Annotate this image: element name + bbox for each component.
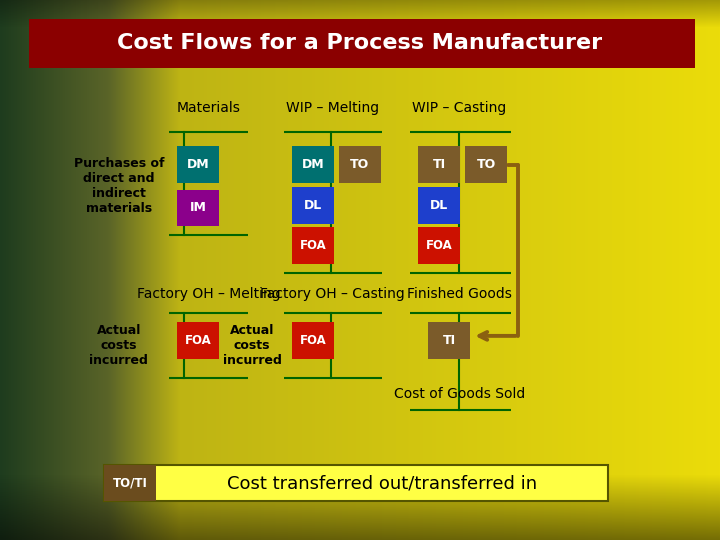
Text: TI: TI bbox=[443, 334, 456, 347]
Text: WIP – Melting: WIP – Melting bbox=[286, 101, 379, 115]
FancyBboxPatch shape bbox=[29, 19, 695, 68]
FancyBboxPatch shape bbox=[339, 146, 381, 183]
Text: DL: DL bbox=[430, 199, 449, 212]
FancyBboxPatch shape bbox=[177, 322, 219, 359]
Text: TI: TI bbox=[433, 158, 446, 171]
Text: WIP – Casting: WIP – Casting bbox=[413, 101, 506, 115]
FancyBboxPatch shape bbox=[177, 190, 219, 226]
Text: FOA: FOA bbox=[300, 334, 327, 347]
FancyBboxPatch shape bbox=[292, 227, 334, 264]
FancyBboxPatch shape bbox=[292, 146, 334, 183]
Text: Finished Goods: Finished Goods bbox=[407, 287, 512, 301]
Text: Materials: Materials bbox=[177, 101, 240, 115]
FancyBboxPatch shape bbox=[418, 187, 460, 224]
Text: FOA: FOA bbox=[184, 334, 212, 347]
FancyBboxPatch shape bbox=[418, 227, 460, 264]
FancyBboxPatch shape bbox=[428, 322, 470, 359]
Text: Actual
costs
incurred: Actual costs incurred bbox=[222, 324, 282, 367]
FancyBboxPatch shape bbox=[465, 146, 507, 183]
FancyBboxPatch shape bbox=[292, 187, 334, 224]
Text: DL: DL bbox=[304, 199, 323, 212]
FancyBboxPatch shape bbox=[104, 465, 156, 501]
Text: Actual
costs
incurred: Actual costs incurred bbox=[89, 324, 148, 367]
Text: Purchases of
direct and
indirect
materials: Purchases of direct and indirect materia… bbox=[73, 157, 164, 215]
Text: Cost of Goods Sold: Cost of Goods Sold bbox=[394, 387, 525, 401]
Text: TO: TO bbox=[351, 158, 369, 171]
Text: TO: TO bbox=[477, 158, 495, 171]
Text: TO/TI: TO/TI bbox=[113, 476, 148, 490]
FancyBboxPatch shape bbox=[104, 465, 608, 501]
FancyBboxPatch shape bbox=[292, 322, 334, 359]
Text: Factory OH – Casting: Factory OH – Casting bbox=[260, 287, 405, 301]
Text: Cost Flows for a Process Manufacturer: Cost Flows for a Process Manufacturer bbox=[117, 33, 603, 53]
Text: Cost transferred out/transferred in: Cost transferred out/transferred in bbox=[228, 474, 537, 492]
Text: IM: IM bbox=[189, 201, 207, 214]
Text: Factory OH – Melting: Factory OH – Melting bbox=[137, 287, 281, 301]
Text: FOA: FOA bbox=[426, 239, 453, 252]
FancyBboxPatch shape bbox=[177, 146, 219, 183]
Text: DM: DM bbox=[186, 158, 210, 171]
Text: DM: DM bbox=[302, 158, 325, 171]
Text: FOA: FOA bbox=[300, 239, 327, 252]
FancyBboxPatch shape bbox=[418, 146, 460, 183]
